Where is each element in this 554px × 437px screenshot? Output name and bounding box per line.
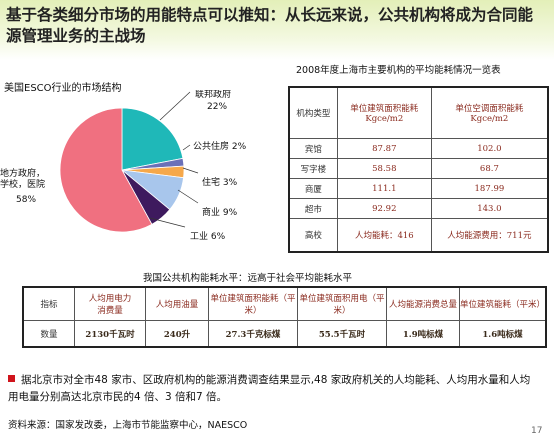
table1-cell: 高校 bbox=[288, 218, 338, 253]
pie-slice-label: 商业 9% bbox=[202, 206, 238, 218]
table2-header: 人均用油量 bbox=[145, 286, 209, 321]
table2-cell: 27.3千克标煤 bbox=[208, 320, 298, 348]
table1-cell: 人均能耗：416 bbox=[336, 218, 432, 253]
table2-cell: 55.5千瓦时 bbox=[297, 320, 387, 348]
page-number: 17 bbox=[531, 426, 543, 436]
table1-cell: 商厦 bbox=[288, 178, 338, 199]
table1-header: 单位空调面积能耗 Kgce/m2 bbox=[430, 86, 549, 139]
pie-slice-label: 地方政府，学校，医院 bbox=[0, 167, 45, 190]
pie-leader-line bbox=[159, 91, 191, 121]
source-text: 资料来源：国家发改委，上海市节能监察中心，NAESCO bbox=[8, 420, 248, 431]
table1-cell: 92.92 bbox=[336, 198, 432, 219]
table1-cell: 87.87 bbox=[336, 138, 432, 159]
table1-cell: 人均能源费用：711元 bbox=[430, 218, 549, 253]
table2-header: 单位建筑能耗（平米） bbox=[459, 286, 547, 321]
note-body: 据北京市对全市48 家市、区政府机构的能源消费调查结果显示,48 家政府机关的人… bbox=[8, 374, 531, 403]
table1-cell: 写字楼 bbox=[288, 158, 338, 179]
table2-header: 指标 bbox=[22, 286, 75, 321]
pie-leader-line bbox=[182, 144, 191, 151]
table2-title: 我国公共机构能耗水平：远高于社会平均能耗水平 bbox=[143, 273, 353, 284]
pie-chart: 联邦政府 22% 公共住房 2% 住宅 3% 商业 9% 工业 6% 地方政府，学校，医院 5… bbox=[0, 90, 247, 242]
slide-title: 基于各类细分市场的用能特点可以推知：从长远来说，公共机构将成为合同能源管理业务的… bbox=[6, 5, 534, 45]
energy-table: 机构类型 单位建筑面积能耗 Kgce/m2 单位空调面积能耗 Kgce/m2 宾… bbox=[288, 86, 549, 253]
pie-slice bbox=[59, 107, 153, 233]
pie-slice-label: 公共住房 2% bbox=[193, 140, 247, 152]
table1-header: 单位建筑面积能耗 Kgce/m2 bbox=[336, 86, 432, 139]
note-text: 据北京市对全市48 家市、区政府机构的能源消费调查结果显示,48 家政府机关的人… bbox=[8, 372, 538, 406]
table1-header: 机构类型 bbox=[288, 86, 338, 139]
table1-cell: 58.58 bbox=[336, 158, 432, 179]
table2-header: 单位建筑面积用电（平米） bbox=[297, 286, 387, 321]
table1-cell: 111.1 bbox=[336, 178, 432, 199]
bullet-square-icon bbox=[8, 375, 15, 382]
pie-slice-label: 住宅 3% bbox=[202, 176, 238, 188]
pie-leader-line bbox=[177, 189, 199, 204]
pie-chart-title: 美国ESCO行业的市场结构 bbox=[4, 83, 122, 94]
pie-slice-label: 联邦政府 bbox=[195, 90, 231, 100]
table2-header: 单位建筑面积能耗（平米） bbox=[208, 286, 298, 321]
table2-header: 人均能源消费总量 bbox=[386, 286, 460, 321]
table2-cell: 2130千瓦时 bbox=[74, 320, 146, 348]
table2-header: 人均用电力 消费量 bbox=[74, 286, 146, 321]
pie-slice bbox=[121, 107, 184, 171]
table2-cell: 数量 bbox=[22, 320, 75, 348]
table2-cell: 1.6吨标煤 bbox=[459, 320, 547, 348]
table1-cell: 143.0 bbox=[430, 198, 549, 219]
table1-title: 2008年度上海市主要机构的平均能耗情况一览表 bbox=[296, 65, 501, 76]
table1-cell: 宾馆 bbox=[288, 138, 338, 159]
pie-slice-value: 58% bbox=[16, 195, 36, 205]
table1-cell: 68.7 bbox=[430, 158, 549, 179]
table1-cell: 187.99 bbox=[430, 178, 549, 199]
table2-cell: 240升 bbox=[145, 320, 209, 348]
public-institution-table: 指标 人均用电力 消费量 人均用油量 单位建筑面积能耗（平米） 单位建筑面积用电… bbox=[22, 286, 547, 348]
pie-leader-line bbox=[149, 217, 186, 228]
pie-slice-label: 工业 6% bbox=[190, 231, 226, 242]
table1-cell: 超市 bbox=[288, 198, 338, 219]
pie-slice-value: 22% bbox=[207, 102, 227, 112]
table1-cell: 102.0 bbox=[430, 138, 549, 159]
pie-leader-line bbox=[182, 167, 199, 174]
table2-cell: 1.9吨标煤 bbox=[386, 320, 460, 348]
